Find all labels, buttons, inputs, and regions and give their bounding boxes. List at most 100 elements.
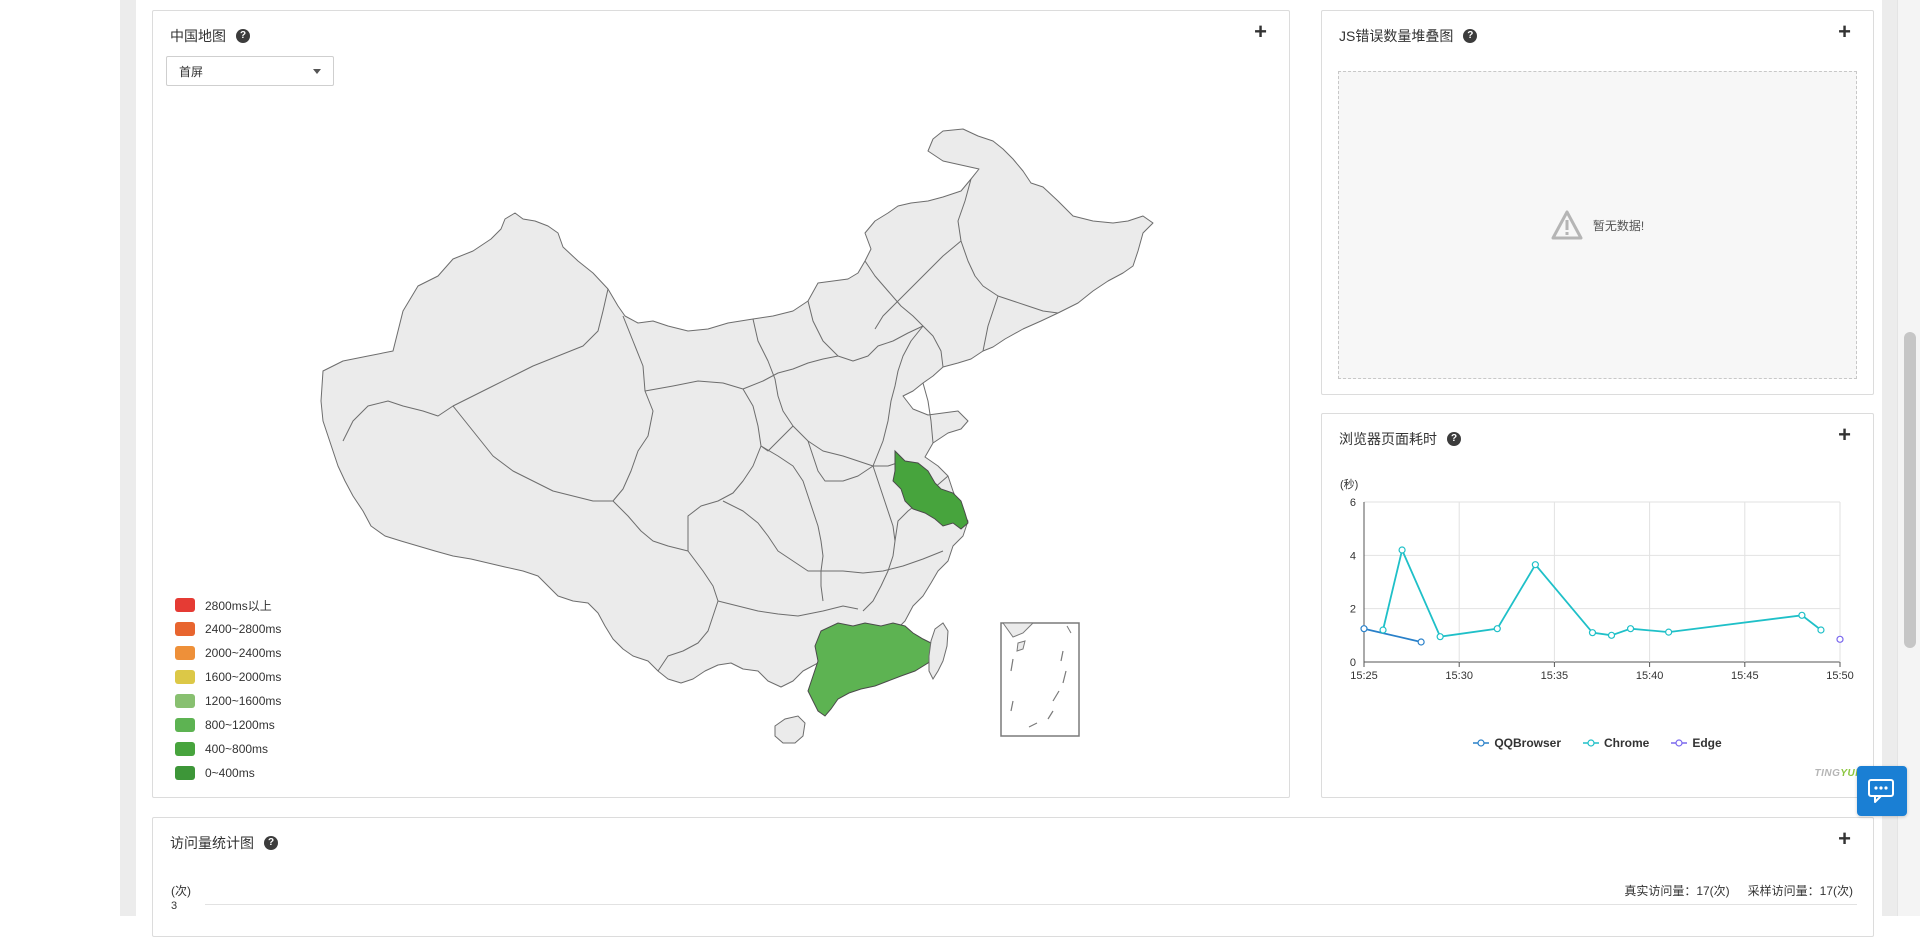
- taiwan-island: [928, 622, 949, 681]
- x-tick-label: 15:30: [1445, 670, 1473, 682]
- legend-marker-icon: [1473, 739, 1490, 747]
- add-icon[interactable]: +: [1254, 19, 1267, 44]
- panel-title: 访问量统计图 ?: [170, 833, 278, 853]
- visits-y-tick: 3: [171, 900, 178, 912]
- legend-label: 2800ms以上: [205, 598, 272, 613]
- help-icon[interactable]: ?: [1463, 29, 1478, 43]
- legend-label: 1600~2000ms: [205, 670, 282, 684]
- y-tick-label: 2: [1350, 604, 1356, 616]
- y-tick-label: 6: [1350, 497, 1356, 509]
- legend-label: 800~1200ms: [205, 718, 275, 732]
- south-sea-inset: [1000, 622, 1080, 737]
- browser-page-time-panel: 浏览器页面耗时 ? + 0 2 4 6 15:25 15:30 15:35 15:40 15:4…: [1321, 413, 1874, 798]
- y-tick-label: 4: [1350, 550, 1356, 562]
- legend-swatch: [175, 742, 195, 756]
- data-point: [1588, 629, 1597, 637]
- chart-legend-item[interactable]: Edge: [1671, 736, 1722, 750]
- legend-swatch: [175, 646, 195, 660]
- legend-label: 1200~1600ms: [205, 694, 282, 708]
- x-tick-label: 15:45: [1731, 670, 1759, 682]
- caret-down-icon: [313, 68, 321, 74]
- data-point: [1493, 625, 1501, 633]
- y-tick-label: 0: [1350, 657, 1356, 669]
- guangdong-region: [807, 622, 936, 717]
- data-point: [1531, 561, 1539, 569]
- legend-item: 2400~2800ms: [175, 617, 281, 641]
- data-point: [1798, 611, 1806, 619]
- chart-legend-item[interactable]: QQBrowser: [1473, 736, 1561, 750]
- legend-item: 0~400ms: [175, 761, 281, 785]
- visits-panel-title: 访问量统计图: [170, 835, 254, 851]
- x-tick-label: 15:25: [1350, 670, 1378, 682]
- add-icon[interactable]: +: [1838, 19, 1851, 44]
- chart-legend-label: Chrome: [1604, 736, 1650, 750]
- legend-swatch: [175, 670, 195, 684]
- visits-gridline: [205, 904, 1857, 907]
- chat-icon: [1868, 779, 1894, 803]
- x-tick-label: 15:35: [1541, 670, 1569, 682]
- chat-support-button[interactable]: [1857, 766, 1907, 816]
- legend-label: 2400~2800ms: [205, 622, 282, 636]
- warning-icon: [1551, 210, 1583, 240]
- visits-unit-label: (次): [171, 884, 191, 898]
- add-icon[interactable]: +: [1838, 422, 1851, 447]
- watermark-text-b: YUN: [1840, 768, 1863, 779]
- left-gutter: [120, 0, 136, 916]
- china-map: [320, 128, 1154, 744]
- legend-swatch: [175, 766, 195, 780]
- legend-marker-icon: [1671, 739, 1688, 747]
- metric-dropdown[interactable]: 首屏: [166, 56, 334, 86]
- legend-item: 1600~2000ms: [175, 665, 281, 689]
- panel-title: JS错误数量堆叠图 ?: [1339, 26, 1478, 46]
- legend-item: 1200~1600ms: [175, 689, 281, 713]
- legend-item: 2800ms以上: [175, 593, 281, 617]
- help-icon[interactable]: ?: [236, 29, 250, 43]
- data-point: [1417, 638, 1425, 646]
- add-icon[interactable]: +: [1838, 826, 1851, 851]
- data-point: [1436, 633, 1444, 641]
- real-visits-count: 真实访问量：17(次): [1624, 884, 1730, 898]
- x-tick-label: 15:40: [1636, 670, 1664, 682]
- no-data-placeholder: 暂无数据!: [1338, 71, 1857, 379]
- chart-legend: QQBrowser Chrome Edge: [1322, 736, 1873, 750]
- x-tick-label: 15:50: [1826, 670, 1854, 682]
- page-scrollbar[interactable]: [1897, 0, 1920, 916]
- sample-visits-count: 采样访问量：17(次): [1747, 884, 1853, 898]
- china-map-panel: 中国地图 ? + 首屏: [152, 10, 1290, 798]
- chart-legend-label: Edge: [1692, 736, 1722, 750]
- js-error-panel: JS错误数量堆叠图 ? + 暂无数据!: [1321, 10, 1874, 395]
- data-point: [1817, 626, 1825, 634]
- map-legend: 2800ms以上 2400~2800ms 2000~2400ms 1600~20…: [175, 593, 281, 785]
- no-data-text: 暂无数据!: [1592, 218, 1645, 233]
- browser-panel-title: 浏览器页面耗时: [1339, 431, 1437, 447]
- legend-swatch: [175, 718, 195, 732]
- chart-legend-label: QQBrowser: [1494, 736, 1561, 750]
- tingyun-watermark: TINGYUN: [1814, 768, 1863, 779]
- data-point: [1607, 631, 1616, 639]
- watermark-text-a: TING: [1814, 768, 1841, 779]
- help-icon[interactable]: ?: [264, 836, 278, 850]
- y-axis-label: (秒): [1340, 477, 1358, 491]
- dropdown-value: 首屏: [179, 64, 204, 79]
- panel-title: 中国地图 ?: [170, 26, 250, 46]
- right-gutter: [1882, 0, 1898, 916]
- visits-stats-panel: 访问量统计图 ? + (次) 3 真实访问量：17(次) 采样访问量：17(次): [152, 817, 1874, 937]
- series-line-chrome: [1382, 547, 1822, 638]
- browser-time-chart: 0 2 4 6 15:25 15:30 15:35 15:40 15:45 15:50 (秒): [1340, 477, 1854, 682]
- help-icon[interactable]: ?: [1447, 432, 1461, 446]
- legend-label: 2000~2400ms: [205, 646, 282, 660]
- legend-swatch: [175, 622, 195, 636]
- chart-legend-item[interactable]: Chrome: [1583, 736, 1649, 750]
- data-point: [1836, 635, 1844, 643]
- visits-stats: 真实访问量：17(次) 采样访问量：17(次): [1624, 882, 1853, 899]
- legend-item: 800~1200ms: [175, 713, 281, 737]
- legend-label: 0~400ms: [205, 766, 255, 780]
- map-panel-title: 中国地图: [170, 28, 226, 44]
- legend-label: 400~800ms: [205, 742, 269, 756]
- data-point: [1665, 628, 1673, 636]
- legend-item: 2000~2400ms: [175, 641, 281, 665]
- panel-title: 浏览器页面耗时 ?: [1339, 429, 1461, 449]
- data-point: [1398, 546, 1406, 554]
- scrollbar-thumb[interactable]: [1904, 332, 1916, 648]
- data-point: [1379, 626, 1387, 634]
